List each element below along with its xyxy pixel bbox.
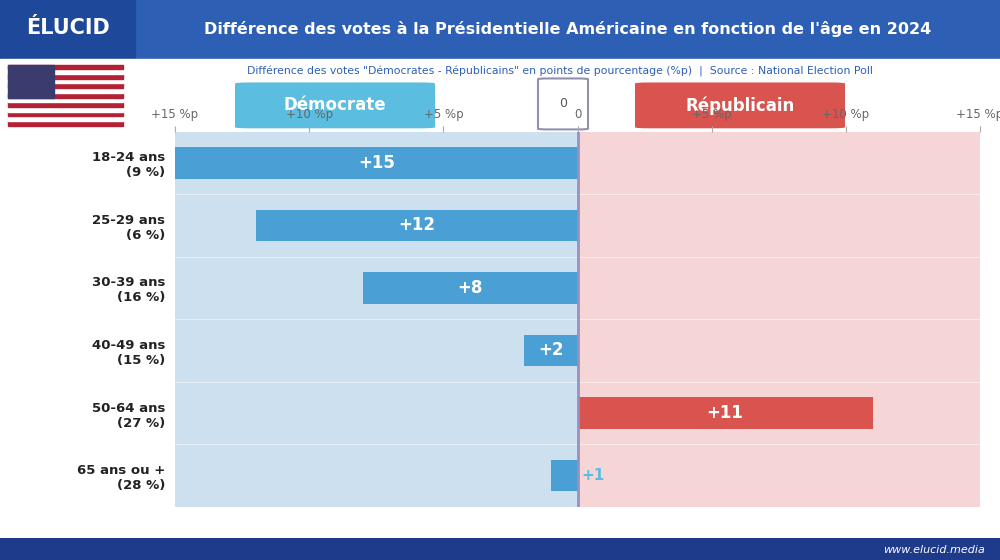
Bar	[551, 460, 578, 491]
Bar	[363, 272, 578, 304]
Bar	[256, 210, 578, 241]
Text: Différence des votes "Démocrates - Républicains" en points de pourcentage (%p)  : Différence des votes "Démocrates - Répub…	[247, 67, 873, 77]
Bar	[578, 132, 980, 507]
Text: www.elucid.media: www.elucid.media	[883, 545, 985, 555]
Bar	[8, 111, 123, 116]
Bar	[8, 102, 123, 107]
Bar	[8, 83, 123, 88]
Bar	[175, 147, 578, 179]
Text: ÉLUCID: ÉLUCID	[26, 18, 109, 38]
FancyBboxPatch shape	[538, 78, 588, 129]
Bar	[8, 107, 123, 111]
Bar	[8, 97, 123, 102]
Bar	[8, 69, 123, 74]
Bar	[8, 121, 123, 126]
Bar	[8, 116, 123, 121]
Bar	[8, 93, 123, 97]
Bar	[8, 64, 123, 69]
Text: +8: +8	[457, 279, 483, 297]
Bar	[578, 398, 873, 428]
Text: +2: +2	[538, 342, 563, 360]
FancyBboxPatch shape	[235, 82, 435, 128]
Bar	[524, 335, 578, 366]
Bar	[175, 132, 578, 507]
Text: +11: +11	[707, 404, 744, 422]
Text: Différence des votes à la Présidentielle Américaine en fonction de l'âge en 2024: Différence des votes à la Présidentielle…	[204, 21, 931, 38]
Text: +1: +1	[581, 468, 604, 483]
Bar	[8, 74, 123, 79]
Text: 0: 0	[559, 97, 567, 110]
FancyBboxPatch shape	[635, 82, 845, 128]
Bar	[8, 79, 123, 83]
Bar	[8, 88, 123, 93]
Bar	[8, 64, 54, 97]
Text: Démocrate: Démocrate	[284, 96, 386, 114]
Text: Républicain: Républicain	[685, 96, 795, 115]
Text: +15: +15	[358, 154, 395, 172]
Text: +12: +12	[398, 216, 435, 235]
Bar	[0, 0, 135, 59]
